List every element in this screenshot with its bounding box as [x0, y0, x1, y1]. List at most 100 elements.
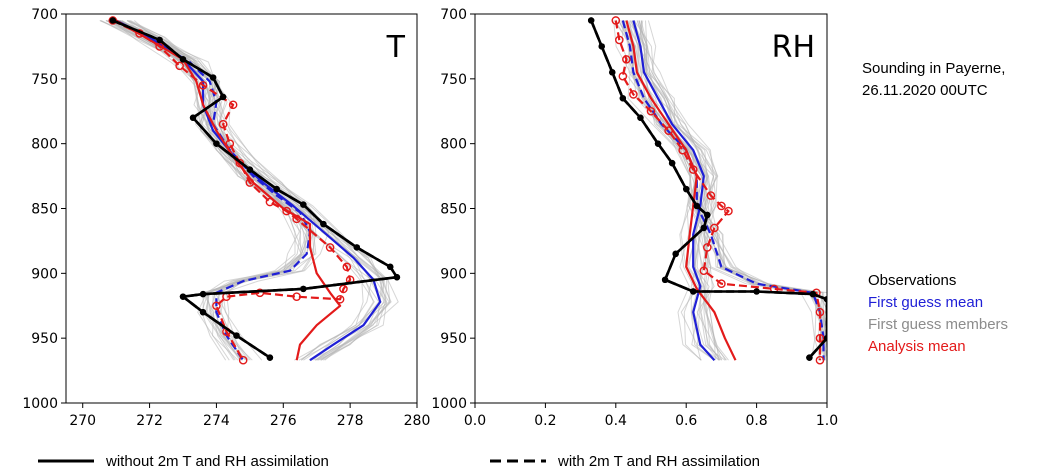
y-tick-label: 850	[440, 202, 467, 218]
observation-point	[246, 166, 254, 173]
legend-first-guess-mean: First guess mean	[868, 294, 984, 311]
observation-point	[661, 276, 669, 284]
member-line	[625, 20, 827, 361]
member-line	[116, 20, 383, 361]
x-tick-label: 0.2	[534, 413, 556, 429]
observation-point	[109, 17, 117, 24]
analysis-point	[622, 55, 631, 64]
observation-point	[619, 95, 627, 102]
member-line	[614, 20, 826, 361]
observation-point	[199, 309, 207, 316]
analysis-point	[245, 178, 255, 187]
solid-line-swatch	[38, 459, 94, 463]
analysis-point	[724, 206, 733, 216]
observation-point	[353, 244, 361, 251]
member-line	[638, 20, 723, 361]
analysis-point	[815, 307, 825, 317]
observation-point	[823, 296, 827, 303]
observation-point	[209, 74, 217, 81]
y-tick-label: 850	[31, 202, 58, 218]
first-guess-mean-solid-line	[632, 20, 716, 361]
analysis-point	[282, 206, 291, 216]
member-line	[105, 20, 380, 361]
member-line	[623, 20, 702, 361]
observation-point	[320, 220, 327, 228]
member-line	[638, 20, 716, 361]
legend-solid-line: without 2m T and RH assimilation	[36, 450, 329, 472]
observation-point	[387, 263, 394, 271]
member-line	[623, 20, 827, 359]
analysis-point	[706, 191, 716, 200]
observation-point	[219, 93, 227, 101]
x-tick-label: 280	[404, 413, 431, 429]
member-line	[117, 20, 387, 361]
x-tick-label: 0.0	[464, 413, 486, 429]
analysis-point	[339, 284, 348, 294]
member-line	[133, 20, 330, 361]
observation-point	[637, 114, 644, 121]
observation-point	[213, 140, 220, 147]
analysis-point	[212, 301, 221, 311]
member-line	[625, 20, 827, 326]
analysis-point	[611, 16, 621, 25]
plot-frame	[474, 13, 828, 404]
analysis-point	[815, 333, 825, 343]
y-tick-label: 950	[440, 331, 467, 347]
member-line	[107, 20, 364, 361]
legend-dashed-line: with 2m T and RH assimilation	[488, 450, 760, 472]
analysis-point	[717, 201, 726, 211]
observation-point	[753, 288, 760, 295]
observation-point	[266, 354, 274, 361]
y-tick-label: 750	[440, 72, 467, 88]
member-line	[113, 20, 373, 361]
x-tick-label: 270	[69, 413, 96, 429]
analysis-point	[678, 145, 687, 155]
member-line	[634, 20, 702, 361]
caption-line-2: 26.11.2020 00UTC	[862, 82, 988, 99]
first-guess-mean-solid-line	[115, 19, 382, 362]
x-tick-label: 0.4	[605, 413, 627, 429]
legend-dashed-label: with 2m T and RH assimilation	[558, 452, 761, 470]
analysis-point	[618, 71, 628, 81]
legend-analysis-mean: Analysis mean	[868, 338, 966, 355]
y-tick-label: 950	[31, 331, 58, 347]
member-line	[116, 20, 382, 361]
y-tick-label: 800	[440, 137, 467, 153]
observation-point	[300, 285, 307, 293]
observation-point	[393, 274, 401, 281]
analysis-point	[646, 106, 656, 116]
y-tick-label: 700	[440, 7, 467, 23]
x-tick-label: 1.0	[816, 413, 838, 429]
analysis-point	[175, 61, 184, 71]
member-line	[626, 20, 827, 361]
first-guess-mean-dashed-line	[115, 19, 312, 361]
member-line	[121, 20, 386, 361]
y-tick-label: 1000	[22, 396, 58, 412]
analysis-point	[228, 100, 238, 110]
legend-observations: Observations	[868, 272, 957, 289]
observation-point	[806, 354, 813, 361]
observation-point	[693, 202, 700, 210]
observation-point	[179, 56, 187, 63]
panel-label: RH	[772, 30, 815, 65]
observation-point	[823, 334, 827, 342]
analysis-point	[108, 16, 118, 25]
observation-point	[300, 201, 307, 208]
analysis-point	[629, 90, 638, 99]
y-tick-label: 700	[31, 7, 58, 23]
observation-point	[683, 185, 690, 193]
analysis-dashed-line	[112, 19, 352, 361]
member-line	[630, 20, 827, 361]
analysis-solid-line	[625, 20, 737, 361]
observation-point	[690, 288, 697, 295]
observation-point	[156, 36, 163, 44]
analysis-dashed-line	[614, 20, 822, 361]
analysis-point	[198, 81, 208, 90]
x-tick-label: 278	[337, 413, 364, 429]
analysis-point	[292, 292, 301, 301]
member-line	[638, 20, 727, 361]
analysis-point	[218, 119, 228, 129]
observations-solid-line	[112, 19, 399, 359]
analysis-point	[238, 355, 248, 365]
